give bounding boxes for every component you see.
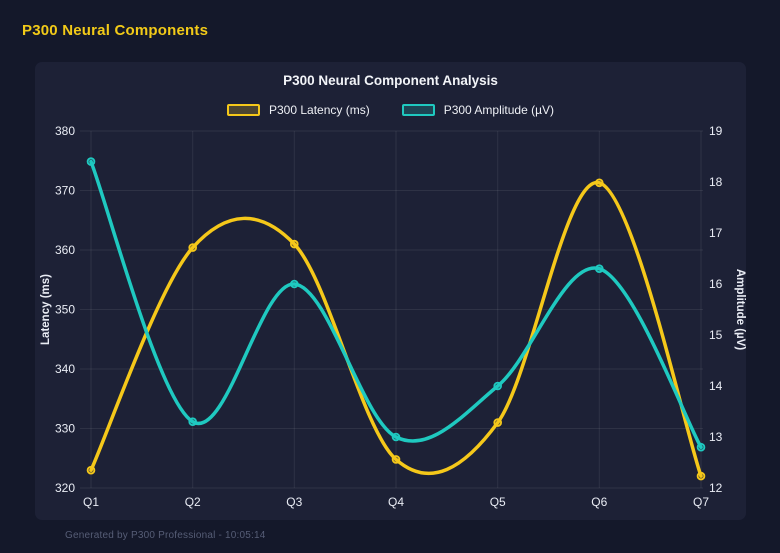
data-point[interactable] <box>391 455 401 464</box>
data-point[interactable] <box>391 432 401 442</box>
footer-note: Generated by P300 Professional - 10:05:1… <box>65 530 266 541</box>
data-point[interactable] <box>696 442 706 452</box>
right-axis-tick-label: 15 <box>709 328 723 342</box>
legend-label-latency: P300 Latency (ms) <box>268 103 370 117</box>
right-axis-tick-label: 17 <box>709 226 723 240</box>
right-axis-tick-label: 16 <box>709 277 723 291</box>
series-points-1 <box>86 157 706 452</box>
left-axis-tick-label: 340 <box>55 362 75 376</box>
x-axis-tick-label: Q1 <box>83 495 99 509</box>
data-point[interactable] <box>493 381 503 391</box>
right-axis-tick-label: 19 <box>709 124 723 138</box>
data-point[interactable] <box>493 418 503 427</box>
data-point[interactable] <box>696 471 706 481</box>
chart-card: P300 Neural Component Analysis P300 Late… <box>35 62 746 520</box>
left-axis-tick-label: 320 <box>55 481 75 495</box>
chart-canvas: 320 330 340 350 360 370 380 12 13 14 15 16 17 18 19 Q1 Q… <box>40 124 746 509</box>
right-axis-tick-label: 13 <box>709 430 723 444</box>
legend-swatch-latency-icon <box>226 104 260 116</box>
right-axis-tick-label: 18 <box>709 175 723 189</box>
page-title: P300 Neural Components <box>22 22 209 39</box>
x-axis-tick-label: Q6 <box>591 495 607 509</box>
chart-title: P300 Neural Component Analysis <box>283 73 498 88</box>
x-axis-tick-label: Q4 <box>388 495 404 509</box>
legend-swatch-amplitude-icon <box>401 104 435 116</box>
data-point[interactable] <box>594 264 604 274</box>
axis-tick-labels: 320 330 340 350 360 370 380 12 13 14 15 16 17 18 19 Q1 Q… <box>55 124 723 509</box>
right-axis-tick-label: 14 <box>709 379 723 393</box>
series-line-1 <box>89 159 703 449</box>
data-point[interactable] <box>86 157 96 166</box>
left-axis-tick-label: 330 <box>55 422 75 436</box>
data-point[interactable] <box>188 243 198 252</box>
series-points-0 <box>86 178 706 481</box>
x-axis-tick-label: Q5 <box>490 495 506 509</box>
data-point[interactable] <box>86 465 96 475</box>
legend-item-amplitude[interactable]: P300 Amplitude (µV) <box>401 103 555 117</box>
right-axis-title: Amplitude (µV) <box>734 269 746 351</box>
x-axis-tick-label: Q3 <box>286 495 302 509</box>
left-axis-tick-label: 360 <box>55 243 75 257</box>
data-point[interactable] <box>188 417 198 427</box>
series-line-0 <box>89 181 703 478</box>
left-axis-tick-label: 370 <box>55 184 75 198</box>
x-axis-tick-label: Q7 <box>693 495 709 509</box>
chart-legend: P300 Latency (ms) P300 Amplitude (µV) <box>35 103 746 117</box>
grid-lines <box>80 130 703 489</box>
data-point[interactable] <box>289 279 299 289</box>
left-axis-title: Latency (ms) <box>40 274 52 345</box>
data-point[interactable] <box>594 178 604 188</box>
x-axis-tick-label: Q2 <box>185 495 201 509</box>
left-axis-tick-label: 380 <box>55 124 75 138</box>
left-axis-tick-label: 350 <box>55 303 75 317</box>
data-point[interactable] <box>289 239 299 249</box>
legend-item-latency[interactable]: P300 Latency (ms) <box>226 103 370 117</box>
legend-label-amplitude: P300 Amplitude (µV) <box>443 103 555 117</box>
right-axis-tick-label: 12 <box>709 481 723 495</box>
